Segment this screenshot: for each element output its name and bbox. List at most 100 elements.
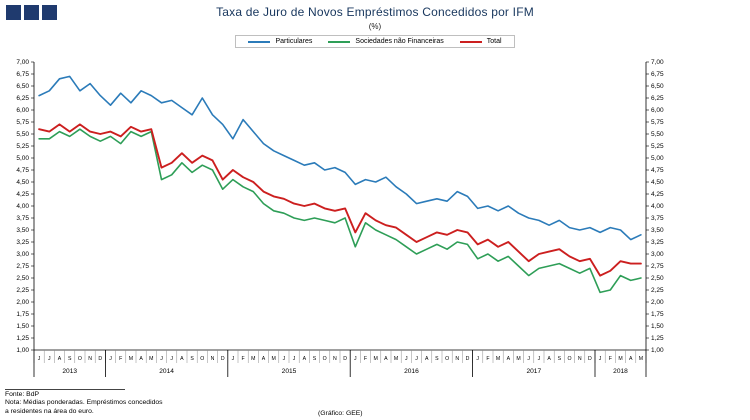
svg-text:4,00: 4,00 xyxy=(16,203,29,210)
svg-text:O: O xyxy=(323,356,327,362)
svg-text:A: A xyxy=(58,356,62,362)
svg-text:4,75: 4,75 xyxy=(16,167,29,174)
svg-text:M: M xyxy=(639,356,643,362)
svg-text:M: M xyxy=(394,356,398,362)
svg-text:F: F xyxy=(242,356,245,362)
svg-text:D: D xyxy=(588,356,592,362)
svg-text:J: J xyxy=(48,356,51,362)
svg-text:2,25: 2,25 xyxy=(16,287,29,294)
svg-text:1,00: 1,00 xyxy=(16,347,29,354)
legend-label: Sociedades não Financeiras xyxy=(355,38,444,45)
svg-text:1,00: 1,00 xyxy=(651,347,664,354)
svg-text:M: M xyxy=(516,356,520,362)
svg-text:2,00: 2,00 xyxy=(16,299,29,306)
chart-plot-area: 1,00 1,00 1,25 1,25 1,50 1,50 1,75 1,75 2,00 2,00… xyxy=(0,50,750,389)
svg-text:5,75: 5,75 xyxy=(651,119,664,126)
svg-text:S: S xyxy=(313,356,317,362)
svg-text:5,50: 5,50 xyxy=(651,131,664,138)
footnotes: Fonte: BdP Nota: Médias ponderadas. Empr… xyxy=(5,388,163,417)
svg-text:A: A xyxy=(303,356,307,362)
svg-text:3,75: 3,75 xyxy=(16,215,29,222)
svg-text:N: N xyxy=(333,356,337,362)
svg-text:6,75: 6,75 xyxy=(16,71,29,78)
svg-text:6,50: 6,50 xyxy=(651,83,664,90)
svg-text:N: N xyxy=(455,356,459,362)
svg-text:M: M xyxy=(374,356,378,362)
svg-text:A: A xyxy=(262,356,266,362)
svg-text:J: J xyxy=(170,356,173,362)
svg-text:2017: 2017 xyxy=(526,368,541,375)
logo xyxy=(6,5,57,20)
svg-text:1,75: 1,75 xyxy=(651,311,664,318)
svg-text:M: M xyxy=(272,356,276,362)
svg-text:5,00: 5,00 xyxy=(16,155,29,162)
logo-square xyxy=(42,5,57,20)
svg-text:O: O xyxy=(78,356,82,362)
svg-text:N: N xyxy=(211,356,215,362)
svg-text:A: A xyxy=(425,356,429,362)
line-marker-icon xyxy=(248,40,271,43)
svg-text:D: D xyxy=(466,356,470,362)
svg-text:7,00: 7,00 xyxy=(651,59,664,66)
source-text: Fonte: BdP xyxy=(5,390,40,398)
svg-text:J: J xyxy=(109,356,112,362)
svg-text:S: S xyxy=(190,356,194,362)
svg-text:S: S xyxy=(68,356,72,362)
footnote-divider xyxy=(5,388,125,390)
svg-text:3,25: 3,25 xyxy=(651,239,664,246)
svg-text:4,00: 4,00 xyxy=(651,203,664,210)
svg-text:2018: 2018 xyxy=(613,368,628,375)
note-line1: Nota: Médias ponderadas. Empréstimos con… xyxy=(5,399,163,407)
svg-text:A: A xyxy=(507,356,511,362)
svg-text:J: J xyxy=(415,356,418,362)
svg-text:6,00: 6,00 xyxy=(16,107,29,114)
svg-text:4,25: 4,25 xyxy=(16,191,29,198)
svg-text:2,00: 2,00 xyxy=(651,299,664,306)
svg-text:2,75: 2,75 xyxy=(651,263,664,270)
svg-text:2,25: 2,25 xyxy=(651,287,664,294)
svg-text:1,75: 1,75 xyxy=(16,311,29,318)
svg-text:3,50: 3,50 xyxy=(16,227,29,234)
svg-text:6,25: 6,25 xyxy=(16,95,29,102)
svg-text:J: J xyxy=(476,356,479,362)
legend-item-particulares: Particulares xyxy=(248,38,312,45)
svg-text:J: J xyxy=(38,356,41,362)
line-marker-icon xyxy=(459,40,482,43)
svg-text:7,00: 7,00 xyxy=(16,59,29,66)
svg-text:O: O xyxy=(567,356,571,362)
svg-text:M: M xyxy=(496,356,500,362)
legend-box: Particulares Sociedades não Financeiras … xyxy=(235,35,515,48)
svg-text:3,50: 3,50 xyxy=(651,227,664,234)
svg-text:3,00: 3,00 xyxy=(16,251,29,258)
svg-text:A: A xyxy=(629,356,633,362)
svg-text:2,75: 2,75 xyxy=(16,263,29,270)
svg-text:J: J xyxy=(160,356,163,362)
svg-text:D: D xyxy=(98,356,102,362)
legend-label: Particulares xyxy=(275,38,313,45)
svg-text:5,00: 5,00 xyxy=(651,155,664,162)
svg-text:O: O xyxy=(200,356,204,362)
svg-text:1,50: 1,50 xyxy=(16,323,29,330)
svg-text:A: A xyxy=(139,356,143,362)
svg-text:F: F xyxy=(486,356,489,362)
logo-square xyxy=(24,5,39,20)
credit-text: (Gráfico: GEE) xyxy=(318,410,363,417)
legend-label: Total xyxy=(486,38,502,45)
svg-text:3,75: 3,75 xyxy=(651,215,664,222)
svg-text:D: D xyxy=(343,356,347,362)
svg-text:6,00: 6,00 xyxy=(651,107,664,114)
svg-text:4,25: 4,25 xyxy=(651,191,664,198)
svg-text:6,25: 6,25 xyxy=(651,95,664,102)
svg-text:J: J xyxy=(232,356,235,362)
legend-item-sociedades: Sociedades não Financeiras xyxy=(328,38,444,45)
svg-text:2,50: 2,50 xyxy=(16,275,29,282)
line-marker-icon xyxy=(328,40,351,43)
svg-text:A: A xyxy=(180,356,184,362)
svg-text:2015: 2015 xyxy=(282,368,297,375)
svg-text:F: F xyxy=(609,356,612,362)
svg-text:2016: 2016 xyxy=(404,368,419,375)
svg-text:2013: 2013 xyxy=(62,368,77,375)
svg-text:N: N xyxy=(578,356,582,362)
svg-text:S: S xyxy=(558,356,562,362)
svg-text:J: J xyxy=(538,356,541,362)
